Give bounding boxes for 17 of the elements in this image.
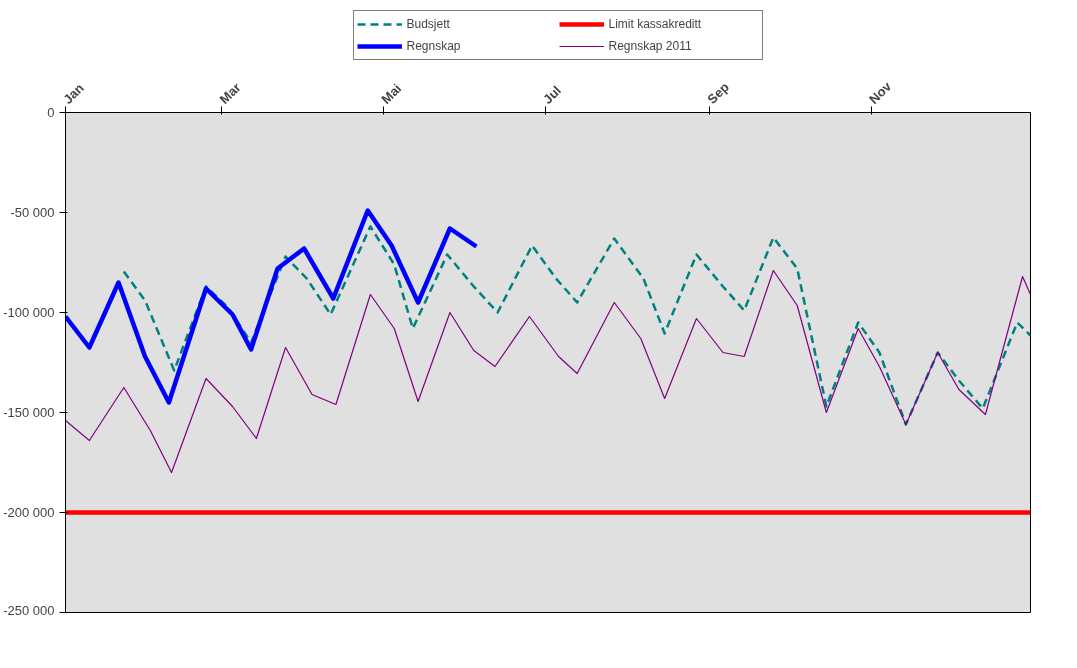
x-tick-label: Jul [540,82,564,107]
y-tick-label: -100 000 [3,305,55,320]
x-tick-label: Mar [216,79,244,107]
x-tick-label: Mai [378,80,405,107]
legend-label: Limit kassakreditt [608,17,703,31]
y-tick-label: -250 000 [3,602,55,618]
y-tick-label: -150 000 [3,405,55,420]
y-tick-label: -200 000 [3,505,55,520]
legend-label: Budsjett [406,17,451,31]
legend-label: Regnskap 2011 [608,39,693,53]
x-tick-label: Jan [60,80,87,107]
legend-label: Regnskap [406,39,462,53]
line-series [65,208,479,405]
x-tick-label: Nov [866,78,895,107]
y-tick-label: 0 [47,105,55,120]
x-tick-label: Sep [704,79,732,107]
y-tick-label: -50 000 [10,205,55,220]
